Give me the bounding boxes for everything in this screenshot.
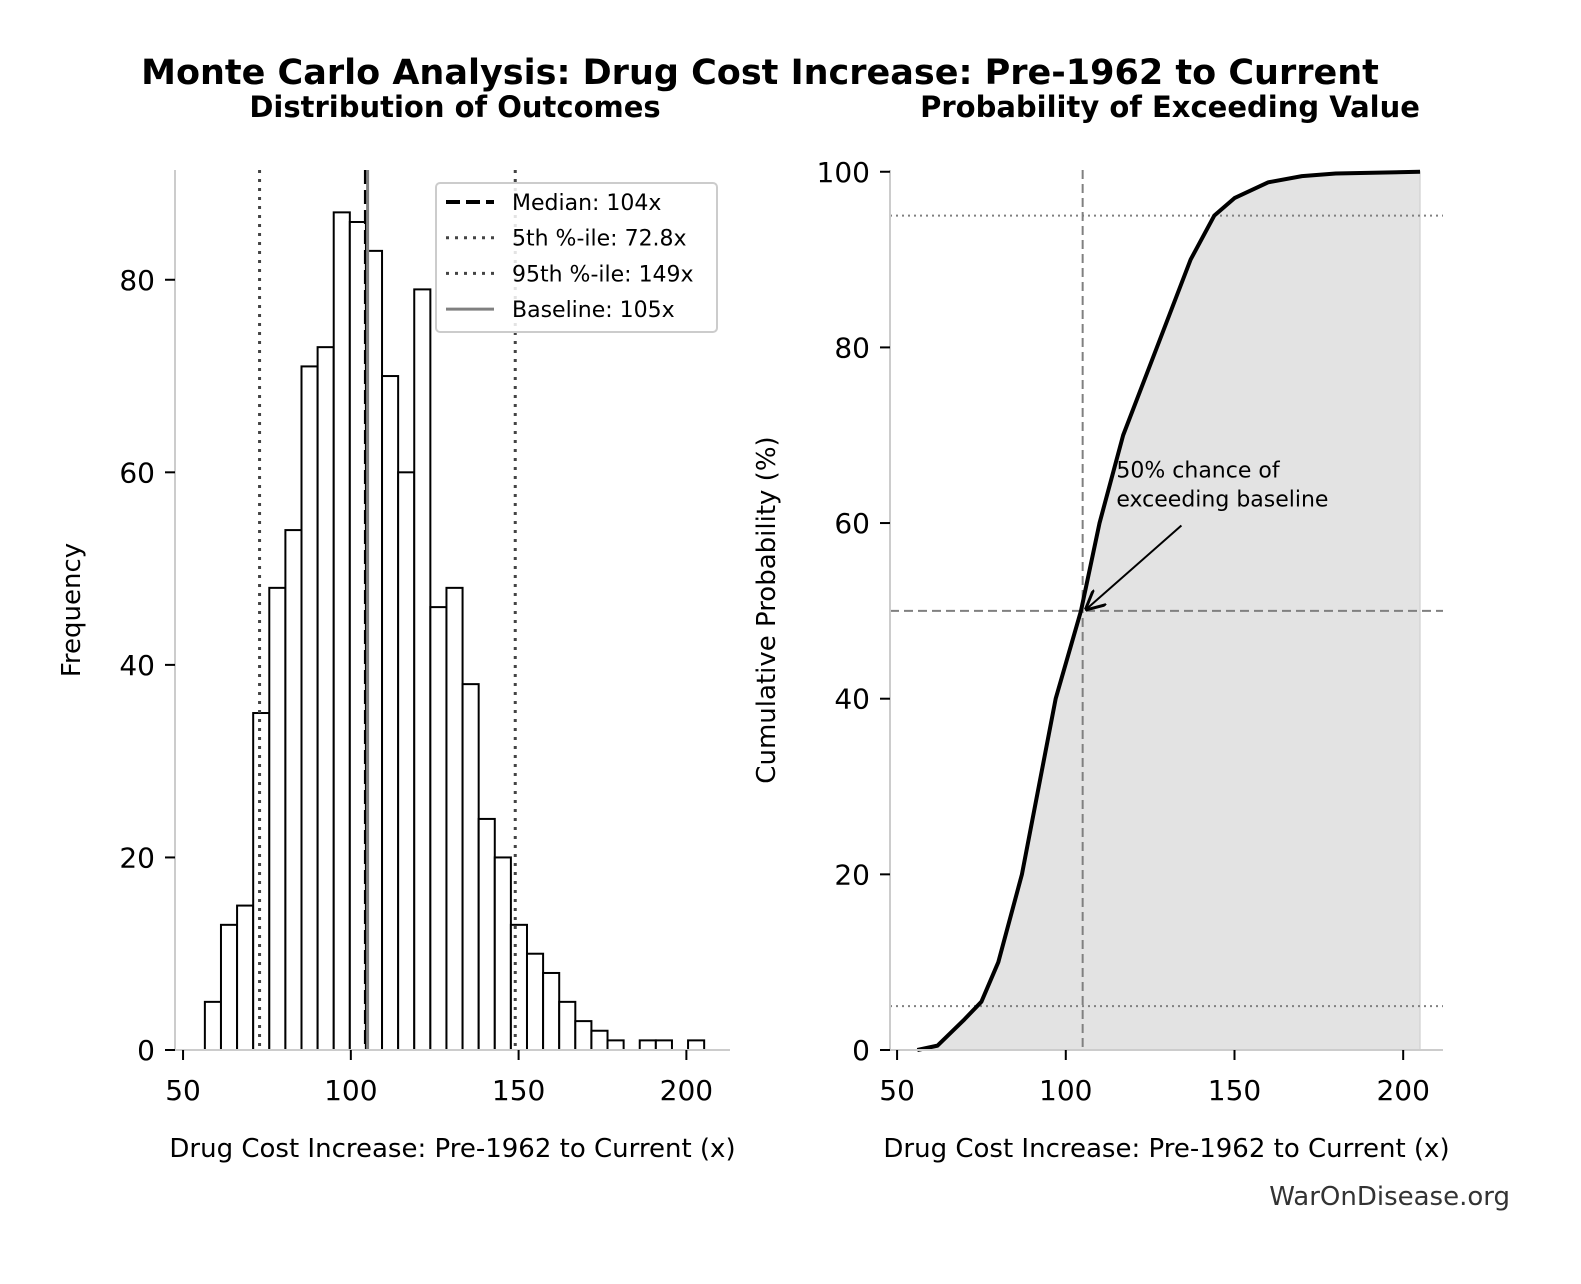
- histogram-bar: [348, 220, 367, 1051]
- histogram-bar: [413, 288, 432, 1051]
- histogram-bar: [590, 1029, 609, 1052]
- histogram-bar: [397, 471, 416, 1052]
- legend: Median: 104x 5th %-ile: 72.8x 95th %-ile: …: [435, 182, 718, 333]
- y-tick-label: 80: [834, 331, 870, 364]
- histogram-bar: [252, 712, 271, 1052]
- legend-label: Median: 104x: [512, 191, 661, 216]
- histogram-bar: [381, 375, 400, 1052]
- histogram-bar: [542, 971, 561, 1052]
- y-tick-label: 20: [119, 841, 155, 874]
- histogram-bar: [316, 346, 335, 1052]
- histogram-bar: [236, 904, 255, 1052]
- histogram-bar: [654, 1039, 673, 1051]
- y-tick-label: 60: [119, 456, 155, 489]
- x-tick-label: 50: [879, 1074, 915, 1107]
- histogram-bar: [687, 1039, 706, 1051]
- x-tick-label: 100: [1039, 1074, 1092, 1107]
- legend-box: [435, 182, 718, 333]
- legend-label: Baseline: 105x: [512, 298, 675, 323]
- legend-label: 5th %-ile: 72.8x: [512, 227, 687, 252]
- y-tick-label: 100: [817, 156, 870, 189]
- y-tick-label: 0: [137, 1034, 155, 1067]
- x-tick-label: 150: [1208, 1074, 1261, 1107]
- histogram-bar: [284, 529, 303, 1051]
- histogram-bar: [525, 952, 545, 1051]
- histogram-bar: [509, 923, 528, 1051]
- y-tick-label: 40: [834, 683, 870, 716]
- histogram-bar: [574, 1020, 593, 1051]
- histogram-bar: [429, 606, 448, 1051]
- cdf-line: [916, 169, 1421, 1052]
- histogram-bar: [558, 1000, 577, 1052]
- x-tick-label: 200: [660, 1074, 713, 1107]
- annotation-text: exceeding baseline: [1116, 487, 1328, 512]
- y-tick-label: 80: [119, 264, 155, 297]
- histogram-bar: [606, 1039, 625, 1051]
- histogram-bar: [219, 923, 239, 1051]
- y-axis-label: Cumulative Probability (%): [752, 436, 782, 783]
- histogram-bar: [638, 1039, 657, 1051]
- x-tick-label: 200: [1376, 1074, 1429, 1107]
- legend-label: 95th %-ile: 149x: [512, 262, 694, 287]
- histogram-bar: [332, 211, 351, 1052]
- histogram-bar: [268, 586, 287, 1051]
- histogram-bar: [203, 1000, 222, 1052]
- y-tick-label: 0: [852, 1034, 870, 1067]
- y-tick-label: 40: [119, 649, 155, 682]
- footer: WarOnDisease.org: [1269, 1182, 1510, 1212]
- y-tick-label: 60: [834, 507, 870, 540]
- figure-title: Monte Carlo Analysis: Drug Cost Increase…: [141, 53, 1379, 93]
- histogram-bar: [300, 365, 319, 1051]
- histogram-bar: [461, 683, 480, 1051]
- x-tick-label: 100: [324, 1074, 377, 1107]
- subplot-title: Probability of Exceeding Value: [920, 90, 1420, 124]
- x-tick-label: 150: [492, 1074, 545, 1107]
- annotation-arrow: [1087, 524, 1183, 608]
- y-axis-label: Frequency: [57, 543, 87, 677]
- histogram-bar: [477, 817, 496, 1051]
- subplot-title: Distribution of Outcomes: [249, 90, 660, 124]
- x-axis-label: Drug Cost Increase: Pre-1962 to Current …: [883, 1134, 1449, 1164]
- histogram-bar: [445, 586, 464, 1051]
- x-tick-label: 50: [165, 1074, 201, 1107]
- x-axis-label: Drug Cost Increase: Pre-1962 to Current …: [169, 1134, 735, 1164]
- y-tick-label: 20: [834, 858, 870, 891]
- histogram-bar: [493, 856, 512, 1051]
- annotation-text: 50% chance of: [1116, 458, 1280, 483]
